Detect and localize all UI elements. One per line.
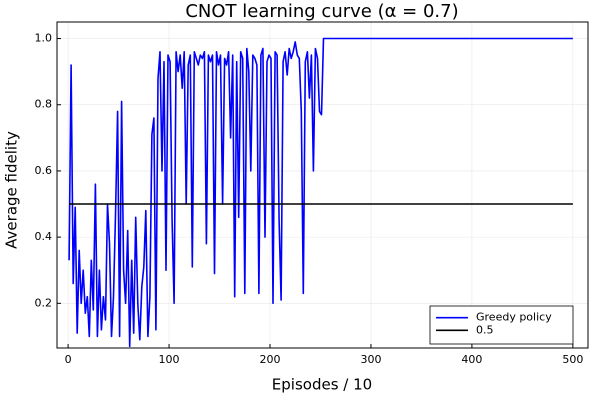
x-axis-label: Episodes / 10 xyxy=(272,376,372,394)
y-tick-label: 0.4 xyxy=(35,230,53,243)
x-tick-label: 100 xyxy=(159,353,180,366)
y-tick-label: 0.2 xyxy=(35,296,53,309)
x-tick-label: 200 xyxy=(260,353,281,366)
chart-title: CNOT learning curve (α = 0.7) xyxy=(185,1,458,22)
x-tick-label: 300 xyxy=(360,353,381,366)
y-axis-label: Average fidelity xyxy=(3,131,21,249)
legend-label: Greedy policy xyxy=(476,311,552,324)
y-tick-label: 1.0 xyxy=(35,32,53,45)
series-line xyxy=(68,37,573,348)
legend-box xyxy=(429,305,574,345)
x-tick-label: 500 xyxy=(562,353,583,366)
plot-frame xyxy=(56,21,589,349)
y-tick-label: 0.8 xyxy=(35,98,53,111)
y-tick-label: 0.6 xyxy=(35,164,53,177)
legend-label: 0.5 xyxy=(476,323,494,336)
x-tick-label: 0 xyxy=(65,353,72,366)
x-tick-label: 400 xyxy=(461,353,482,366)
